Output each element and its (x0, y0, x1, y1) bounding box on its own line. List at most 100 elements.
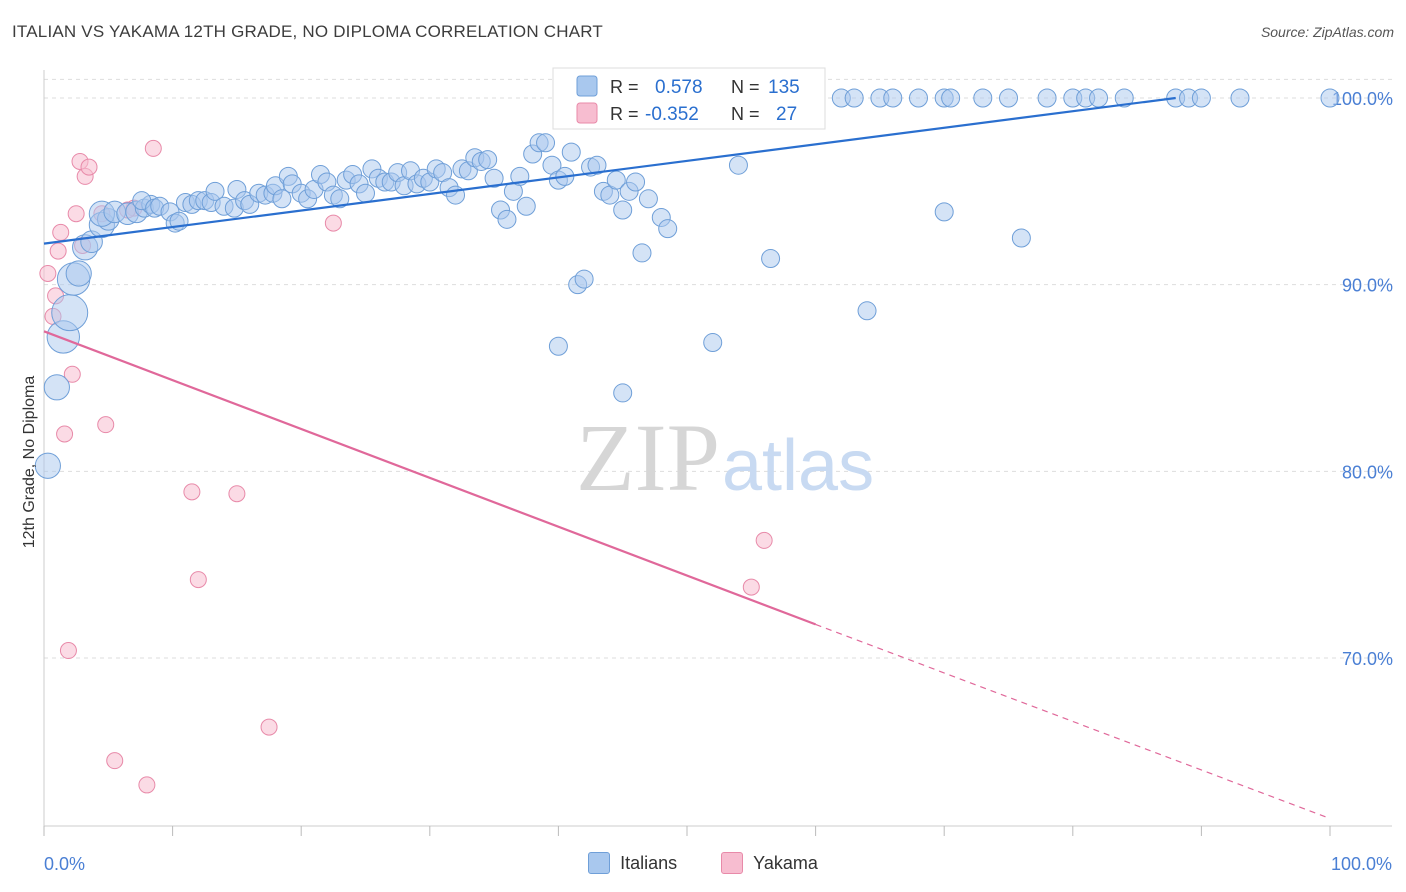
grid-lines (44, 78, 1392, 659)
italians-point (908, 88, 928, 108)
italians-point (613, 200, 633, 220)
italians-point (606, 170, 626, 190)
italians-point (703, 333, 723, 353)
italians-point (43, 374, 70, 401)
italians-point (626, 172, 646, 192)
italians-point (973, 88, 993, 108)
yakama-point (39, 264, 57, 282)
axes: 70.0% 80.0% 90.0% 100.0% (43, 70, 1393, 836)
italians-r-label: R = (610, 77, 639, 97)
italians-swatch (588, 852, 611, 874)
italians-point (51, 294, 89, 332)
italians-point (484, 168, 504, 188)
italians-point (857, 301, 877, 321)
italians-point (205, 181, 225, 201)
legend-label-italians: Italians (620, 852, 678, 873)
watermark-zip: ZIP (576, 404, 720, 511)
italians-point (844, 88, 864, 108)
italians-point (536, 133, 556, 153)
legend-entry-italians[interactable]: Italians (588, 852, 677, 874)
y-tick-label: 100.0% (1332, 89, 1393, 109)
italians-point (1230, 88, 1250, 108)
yakama-point (755, 531, 773, 549)
italians-legend-swatch (576, 75, 598, 97)
italians-point (330, 189, 350, 209)
yakama-n-value: 27 (776, 104, 797, 125)
yakama-point (138, 776, 156, 794)
yakama-point (742, 578, 760, 596)
italians-point (999, 88, 1018, 108)
italians-point (65, 260, 92, 287)
x-tick-label-0: 0.0% (44, 854, 85, 874)
yakama-series (39, 139, 773, 794)
yakama-point (80, 158, 98, 176)
yakama-point (56, 425, 74, 443)
italians-n-label: N = (731, 77, 760, 97)
italians-n-value: 135 (768, 77, 800, 98)
italians-point (548, 336, 568, 356)
italians-point (356, 183, 375, 203)
yakama-point (260, 718, 278, 736)
italians-point (561, 142, 581, 162)
italians-point (34, 452, 61, 479)
italians-point (1089, 88, 1109, 108)
y-axis-label: 12th Grade, No Diploma (21, 376, 38, 549)
italians-point (1011, 228, 1031, 248)
y-tick-label: 80.0% (1342, 462, 1393, 482)
italians-r-value: 0.578 (655, 77, 703, 98)
italians-point (883, 88, 903, 108)
yakama-point (228, 485, 246, 503)
yakama-point (97, 416, 115, 434)
yakama-point (183, 483, 201, 501)
chart-title: ITALIAN VS YAKAMA 12TH GRADE, NO DIPLOMA… (12, 22, 603, 41)
italians-point (658, 219, 678, 239)
watermark-atlas: atlas (722, 426, 874, 506)
italians-point (934, 202, 954, 222)
italians-point (613, 383, 633, 403)
italians-point (574, 269, 594, 289)
italians-point (638, 189, 658, 209)
yakama-point (324, 214, 342, 232)
yakama-point (52, 223, 70, 241)
yakama-point (67, 205, 85, 223)
italians-point (1114, 88, 1134, 108)
yakama-point (144, 139, 162, 157)
italians-point (1191, 88, 1211, 108)
y-tick-label: 90.0% (1342, 276, 1393, 296)
y-tick-label: 70.0% (1342, 649, 1393, 669)
legend-entry-yakama[interactable]: Yakama (721, 852, 818, 874)
yakama-point (63, 365, 81, 383)
italians-point (941, 88, 961, 108)
source-label: Source: ZipAtlas.com (1260, 24, 1394, 40)
italians-point (272, 189, 292, 209)
x-tick-label-100: 100.0% (1331, 854, 1392, 874)
yakama-point (189, 571, 207, 589)
italians-series (34, 88, 1340, 479)
italians-point (587, 155, 607, 175)
italians-point (497, 209, 517, 229)
italians-point (1320, 88, 1340, 108)
italians-point (728, 155, 748, 175)
yakama-point (59, 642, 77, 660)
trend-lines (43, 96, 1331, 820)
yakama-n-label: N = (731, 104, 760, 124)
italians-point (516, 196, 536, 216)
yakama-trend-line (43, 330, 816, 626)
italians-point (632, 243, 652, 263)
legend-label-yakama: Yakama (753, 852, 818, 873)
series-legend: Italians Yakama (0, 852, 1406, 874)
stats-legend: R = 0.578 N = 135 R = -0.352 N = 27 (552, 67, 826, 130)
yakama-point (106, 752, 124, 770)
yakama-swatch (721, 852, 744, 874)
yakama-legend-swatch (576, 102, 598, 124)
yakama-r-value: -0.352 (645, 104, 699, 125)
italians-point (761, 249, 781, 269)
italians-point (478, 150, 498, 170)
italians-trend-line (43, 96, 1176, 245)
yakama-r-label: R = (610, 104, 639, 124)
stats-legend-box (552, 67, 826, 130)
italians-point (1037, 88, 1057, 108)
yakama-trend-extension (815, 623, 1331, 820)
yakama-point (49, 242, 67, 260)
